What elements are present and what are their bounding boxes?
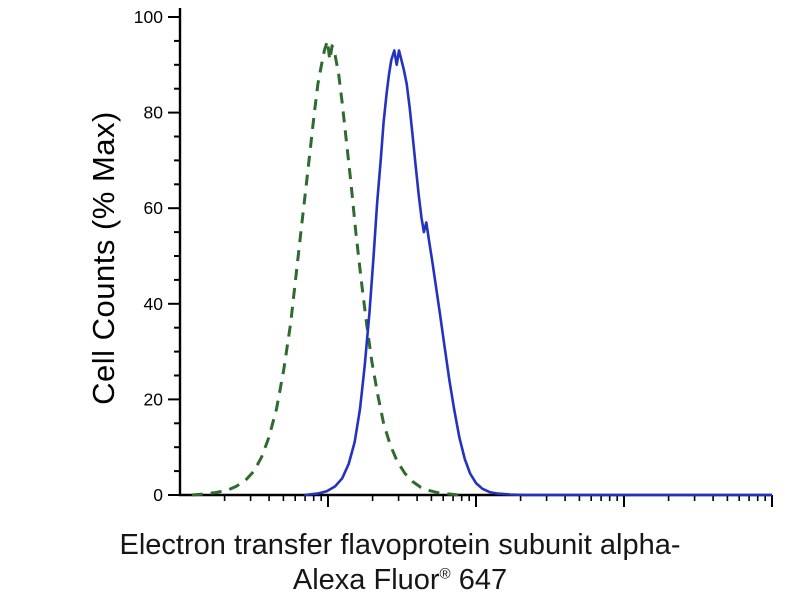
flow-histogram-plot: 0 20 40 60 80 100 xyxy=(134,7,773,507)
y-axis-ticks xyxy=(168,16,180,496)
y-axis-title: Cell Counts (% Max) xyxy=(86,111,121,405)
caption-line-1: Electron transfer flavoprotein subunit a… xyxy=(119,529,681,561)
registered-trademark-icon: ® xyxy=(439,565,451,583)
x-axis-ticks xyxy=(223,495,773,507)
x-axis-caption: Electron transfer flavoprotein subunit a… xyxy=(0,528,800,598)
curve-control xyxy=(191,39,459,497)
curve-sample xyxy=(304,49,772,497)
y-axis-tick-labels: 0 20 40 60 80 100 xyxy=(134,7,163,505)
caption-line-2: Alexa Fluor® 647 xyxy=(0,563,800,598)
caption-fluor-name: Alexa Fluor xyxy=(292,564,440,596)
svg-text:0: 0 xyxy=(153,485,163,505)
caption-fluor-number: 647 xyxy=(450,564,508,596)
svg-text:100: 100 xyxy=(134,7,163,27)
axes xyxy=(178,8,772,497)
svg-text:40: 40 xyxy=(144,294,164,314)
svg-text:20: 20 xyxy=(144,389,164,409)
svg-text:60: 60 xyxy=(144,198,164,218)
svg-text:80: 80 xyxy=(144,103,164,123)
